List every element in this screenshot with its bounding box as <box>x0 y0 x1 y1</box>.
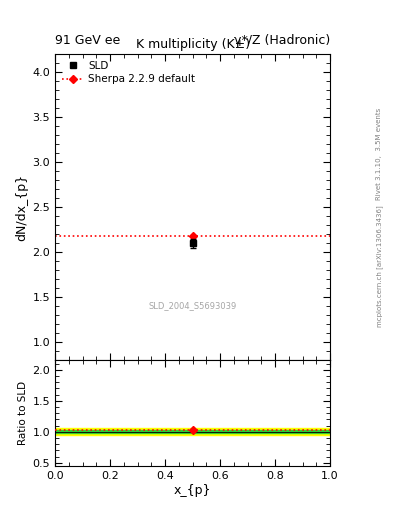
Y-axis label: dN/dx_{p}: dN/dx_{p} <box>15 174 28 241</box>
Text: mcplots.cern.ch [arXiv:1306.3436]: mcplots.cern.ch [arXiv:1306.3436] <box>376 205 383 327</box>
X-axis label: x_{p}: x_{p} <box>174 483 211 497</box>
Text: 91 GeV ee: 91 GeV ee <box>55 34 120 47</box>
Y-axis label: Ratio to SLD: Ratio to SLD <box>18 381 28 445</box>
Text: Rivet 3.1.10,  3.5M events: Rivet 3.1.10, 3.5M events <box>376 108 382 200</box>
Bar <box>55 429 330 435</box>
Text: SLD_2004_S5693039: SLD_2004_S5693039 <box>149 301 237 310</box>
Title: K multiplicity (K±): K multiplicity (K±) <box>136 38 250 51</box>
Text: γ*/Z (Hadronic): γ*/Z (Hadronic) <box>234 34 330 47</box>
Bar <box>55 430 330 433</box>
Legend: SLD, Sherpa 2.2.9 default: SLD, Sherpa 2.2.9 default <box>60 59 197 86</box>
